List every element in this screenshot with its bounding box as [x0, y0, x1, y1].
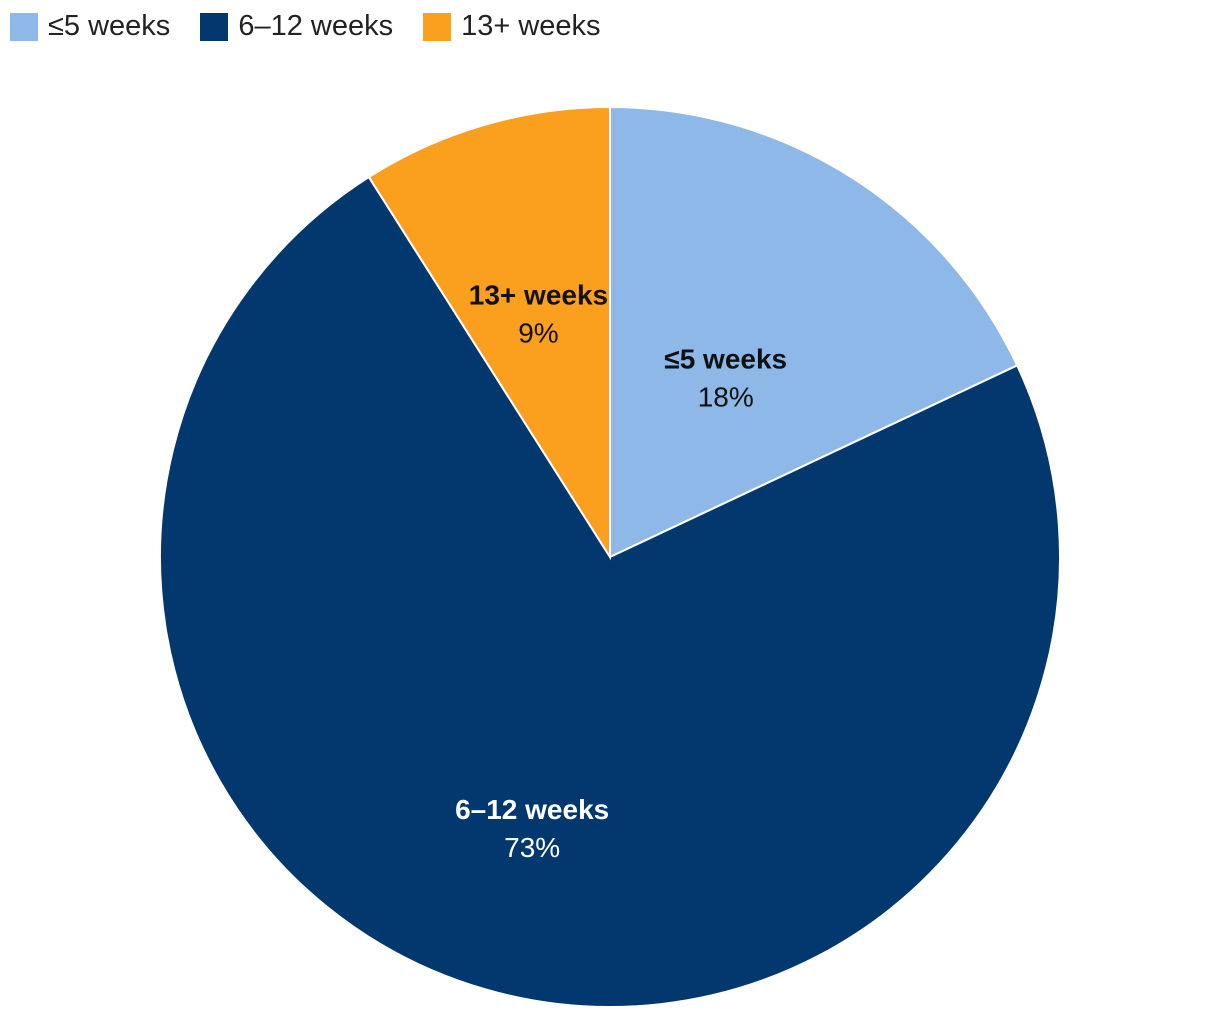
legend-swatch-icon [200, 12, 229, 41]
legend-swatch-icon [423, 12, 452, 41]
slice-label-percent: 9% [518, 318, 558, 349]
slice-label-percent: 73% [504, 832, 560, 863]
pie-slice[interactable] [367, 105, 611, 561]
legend-item[interactable]: 6–12 weeks [200, 10, 393, 43]
legend-item[interactable]: 13+ weeks [423, 10, 601, 43]
legend-label: 13+ weeks [461, 10, 601, 42]
slice-label-name: 13+ weeks [469, 280, 608, 311]
legend-item[interactable]: ≤5 weeks [10, 10, 170, 43]
legend-label: 6–12 weeks [238, 10, 394, 42]
legend-label: ≤5 weeks [48, 10, 171, 42]
legend-swatch-icon [10, 12, 38, 41]
slice-label-name: 6–12 weeks [455, 794, 609, 825]
pie-slice[interactable] [159, 175, 1061, 1008]
chart-legend: ≤5 weeks 6–12 weeks 13+ weeks [10, 10, 631, 43]
slice-label-percent: 18% [698, 382, 754, 413]
slice-label-name: ≤5 weeks [664, 344, 787, 375]
pie-slice[interactable] [609, 105, 1019, 559]
